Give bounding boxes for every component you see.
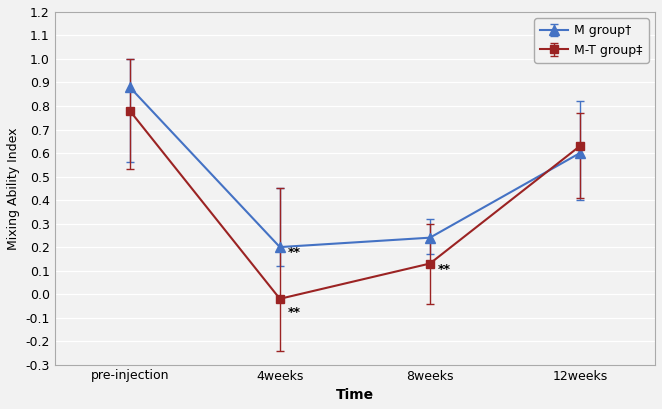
X-axis label: Time: Time [336,388,374,402]
Text: **: ** [287,247,301,259]
Text: **: ** [438,263,450,276]
Legend: M group†, M-T group‡: M group†, M-T group‡ [534,18,649,63]
Y-axis label: Mixing Ability Index: Mixing Ability Index [7,127,20,249]
Text: **: ** [287,306,301,319]
